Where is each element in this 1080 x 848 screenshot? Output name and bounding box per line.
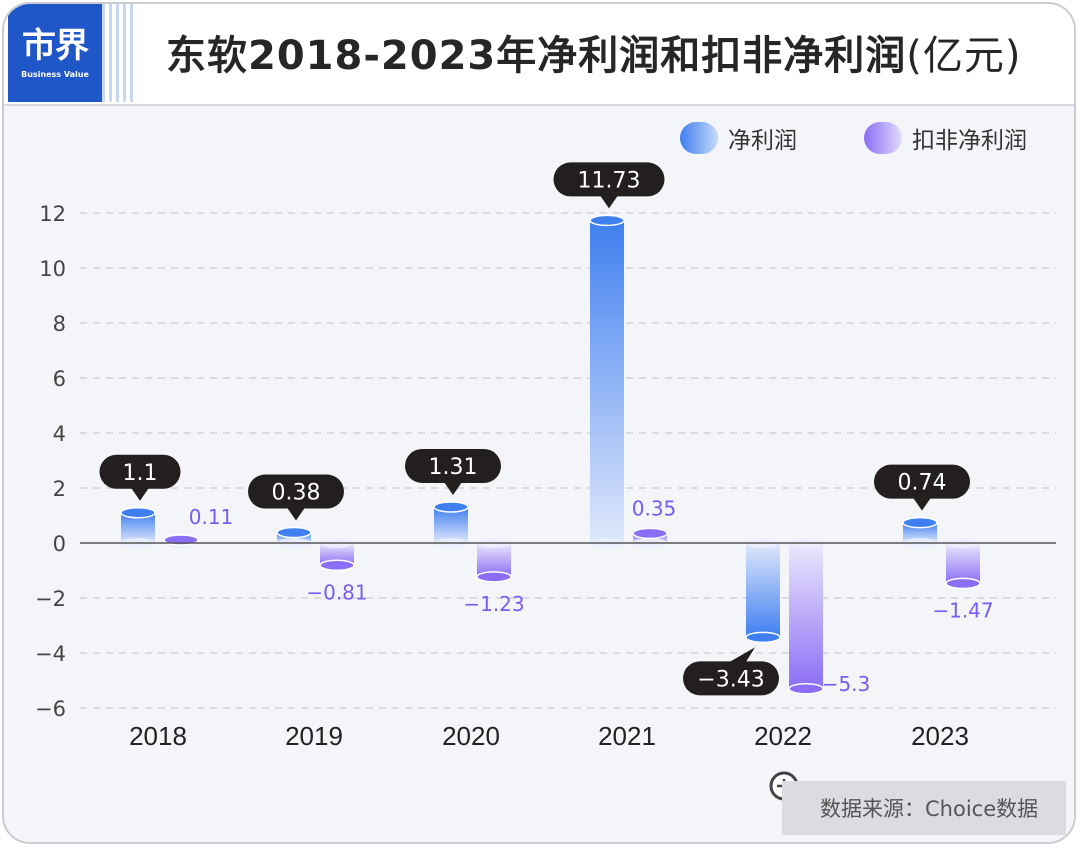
legend-item-deducted-profit: 扣非净利润	[864, 120, 1027, 156]
deducted-profit-data-label: −1.47	[932, 598, 993, 622]
deducted-profit-bar	[319, 538, 355, 572]
net-profit-bar-cap	[276, 526, 312, 539]
bar-chart: 12 10 8 6 4 2 0 −2 −4 −6 2018 2019 2020 2021 2022 2023 1…	[35, 162, 1056, 751]
deducted-profit-bar	[476, 538, 512, 583]
net-profit-bar-cap	[745, 631, 781, 644]
data-label-text: 11.73	[578, 168, 641, 193]
chart-title-unit: (亿元)	[906, 33, 1022, 79]
brand-logo: 市界 Business Value	[8, 4, 102, 102]
legend-label-deducted-profit: 扣非净利润	[912, 128, 1027, 154]
deducted-profit-bar-body	[946, 543, 980, 584]
logo-stripes-decoration	[102, 4, 136, 102]
source-note: 数据来源：Choice数据	[782, 781, 1066, 835]
data-label-pointer	[444, 481, 462, 495]
header-bar: 市界 Business Value 东软2018-2023年净利润和扣非净利润(…	[4, 4, 1074, 106]
x-tick-label: 2022	[754, 721, 812, 751]
legend-label-net-profit: 净利润	[728, 128, 797, 154]
data-label-pill	[405, 448, 501, 483]
deducted-profit-data-label: 0.11	[189, 505, 234, 529]
net-profit-bar-body	[434, 506, 468, 543]
legend-item-net-profit: 净利润	[680, 120, 797, 156]
net-profit-bar-cap	[120, 507, 156, 519]
data-label-pointer	[727, 647, 755, 664]
logo-subtext: Business Value	[21, 70, 89, 79]
data-label-text: 1.31	[429, 455, 478, 480]
y-tick-label: 8	[53, 312, 66, 336]
deducted-profit-bar	[788, 538, 824, 695]
net-profit-bar	[589, 214, 625, 548]
x-tick-label: 2018	[129, 721, 187, 751]
deducted-profit-bar-cap	[788, 683, 824, 695]
net-profit-data-label: −3.43	[683, 647, 779, 696]
data-label-pill	[874, 464, 970, 499]
y-tick-label: 6	[53, 367, 66, 391]
y-tick-label: 10	[39, 257, 66, 281]
logo-text: 市界	[22, 26, 89, 66]
deducted-profit-bar-cap	[319, 559, 355, 572]
deducted-profit-bar	[632, 527, 668, 548]
deducted-profit-data-label: −5.3	[822, 672, 871, 696]
data-label-text: −3.43	[697, 667, 764, 692]
data-label-pill	[553, 162, 665, 197]
data-label-pill	[683, 661, 779, 696]
net-profit-bar	[120, 507, 156, 548]
net-profit-bar-body	[746, 543, 780, 638]
data-label-pill	[248, 474, 344, 509]
net-profit-data-label: 1.31	[405, 448, 501, 495]
net-profit-bar-cap	[902, 516, 938, 529]
net-profit-data-label: 11.73	[553, 162, 665, 209]
x-tick-label: 2021	[598, 721, 656, 751]
plot-area: 12 10 8 6 4 2 0 −2 −4 −6 2018 2019 2020 2021 2022 2023 1…	[35, 162, 1056, 751]
deducted-profit-bar	[163, 534, 199, 548]
y-tick-label: 4	[53, 422, 66, 446]
data-label-pill	[99, 454, 181, 489]
chart-title: 东软2018-2023年净利润和扣非净利润(亿元)	[166, 30, 1021, 82]
x-tick-label: 2020	[442, 721, 500, 751]
deducted-profit-bar-body	[789, 543, 823, 689]
deducted-profit-bar-cap	[632, 527, 668, 540]
x-tick-label: 2019	[285, 721, 343, 751]
legend-swatch-deducted-profit	[864, 122, 902, 154]
deducted-profit-data-label: 0.35	[632, 496, 677, 520]
deducted-profit-bar-body	[320, 543, 354, 566]
y-tick-label: 2	[53, 477, 66, 501]
data-label-pointer	[600, 195, 618, 209]
data-label-pointer	[131, 487, 149, 501]
source-text: 数据来源：Choice数据	[820, 797, 1039, 821]
net-profit-bar	[745, 538, 781, 644]
legend-swatch-net-profit	[680, 122, 718, 154]
net-profit-bar	[276, 526, 312, 548]
net-profit-bar-cap	[589, 214, 625, 227]
deducted-profit-bar-cap	[945, 577, 981, 590]
y-tick-label: −2	[35, 587, 66, 611]
deducted-profit-bar	[945, 538, 981, 590]
net-profit-bar	[902, 516, 938, 548]
data-label-text: 1.1	[123, 461, 158, 486]
net-profit-data-label: 1.1	[99, 454, 181, 501]
net-profit-bar-body	[590, 220, 624, 544]
data-label-pointer	[913, 497, 931, 511]
net-profit-data-label: 0.38	[248, 474, 344, 521]
y-tick-label: −4	[35, 642, 66, 666]
net-profit-bar-cap	[433, 501, 469, 513]
data-label-text: 0.38	[272, 481, 321, 506]
data-label-text: 0.74	[898, 471, 947, 496]
data-label-pointer	[287, 507, 305, 521]
chart-title-text: 东软2018-2023年净利润和扣非净利润	[166, 33, 907, 79]
deducted-profit-bar-cap	[476, 571, 512, 583]
y-tick-label: 0	[53, 532, 66, 556]
y-tick-label: −6	[35, 697, 66, 721]
x-tick-label: 2023	[911, 721, 969, 751]
deducted-profit-data-label: −1.23	[463, 592, 524, 616]
net-profit-data-label: 0.74	[874, 464, 970, 511]
y-tick-label: 12	[39, 202, 66, 226]
deducted-profit-data-label: −0.81	[306, 580, 367, 604]
net-profit-bar	[433, 501, 469, 548]
